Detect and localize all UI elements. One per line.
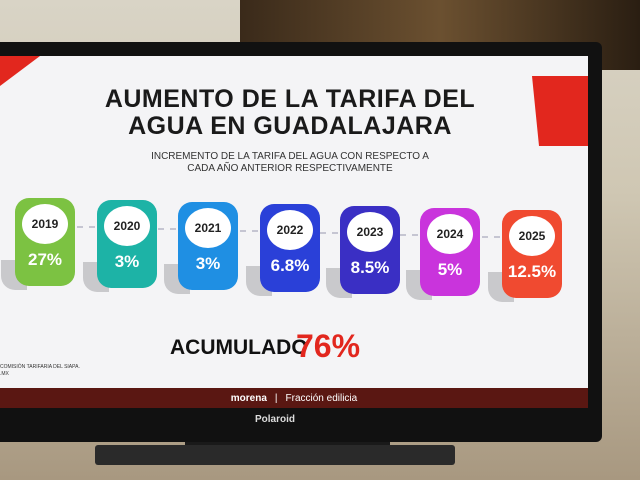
percentage: 27% — [27, 250, 63, 269]
connector — [158, 228, 176, 230]
tv-foot — [95, 445, 455, 465]
year: 2021 — [185, 208, 231, 248]
footer: morena | Fracción edilicia — [0, 388, 588, 408]
screen: AUMENTO DE LA TARIFA DEL AGUA EN GUADALA… — [0, 56, 588, 408]
tv-brand: Polaroid — [255, 414, 296, 425]
card: 2025 12.5% — [502, 210, 562, 298]
card: 2020 3% — [97, 200, 157, 288]
source: .MX — [0, 371, 9, 377]
accumulated-value: 76% — [296, 328, 361, 364]
card: 2023 8.5% — [340, 206, 400, 294]
card: 2019 27% — [15, 198, 75, 286]
card: 2021 3% — [178, 202, 238, 290]
percentage: 5% — [437, 260, 463, 279]
connector — [320, 232, 338, 234]
year: 2019 — [22, 204, 68, 244]
connector — [482, 236, 500, 238]
percentage: 3% — [114, 252, 140, 271]
percentage: 8.5% — [350, 258, 390, 277]
connector — [240, 230, 258, 232]
year: 2023 — [347, 212, 393, 252]
year: 2025 — [509, 216, 555, 256]
accumulated-label: ACUMULADO — [170, 336, 308, 359]
source: COMISIÓN TARIFARIA DEL SIAPA. — [0, 364, 80, 370]
year: 2024 — [427, 214, 473, 254]
footer-section: Fracción edilicia — [285, 392, 358, 404]
percentage: 6.8% — [270, 256, 310, 275]
title: AUMENTO DE LA TARIFA DEL AGUA EN GUADALA… — [104, 85, 476, 140]
percentage: 12.5% — [507, 262, 557, 281]
card: 2024 5% — [420, 208, 480, 296]
corner — [0, 56, 40, 86]
year: 2022 — [267, 210, 313, 250]
connector — [77, 226, 95, 228]
percentage: 3% — [195, 254, 221, 273]
footer-brand: morena — [230, 392, 267, 404]
connector — [400, 234, 418, 236]
separator: | — [274, 392, 278, 404]
subtitle: INCREMENTO DE LA TARIFA DEL AGUA CON RES… — [151, 151, 429, 174]
card: 2022 6.8% — [260, 204, 320, 292]
year: 2020 — [104, 206, 150, 246]
corner — [532, 76, 588, 146]
